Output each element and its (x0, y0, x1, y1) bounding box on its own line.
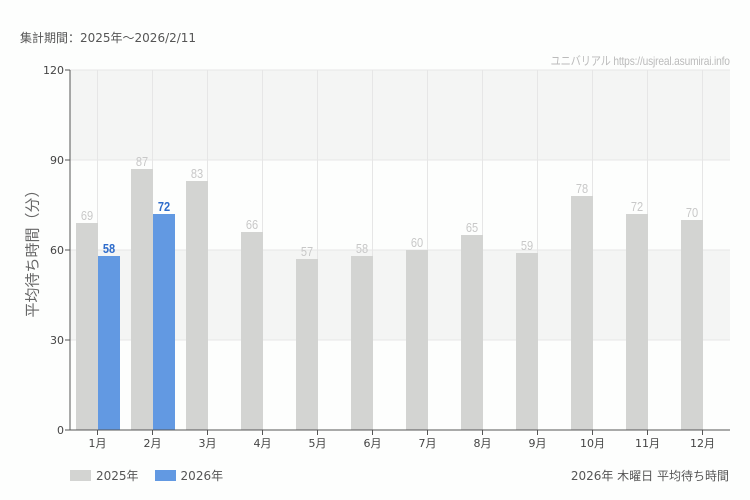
bar-value-label-2025: 69 (81, 208, 94, 223)
legend: 2025年 2026年 (70, 467, 239, 484)
chart-title: 2026年 木曜日 平均待ち時間 (570, 469, 729, 483)
site-credit: ユニバリアル https://usjreal.asumirai.info (550, 54, 730, 68)
bar-2026 (98, 256, 120, 430)
plot-background-bands (70, 70, 730, 340)
bar-value-label-2025: 87 (136, 154, 149, 169)
bar-2025 (296, 259, 318, 430)
x-tick-label: 8月 (474, 437, 492, 450)
x-tick-label: 2月 (144, 437, 162, 450)
bar-value-label-2026: 58 (103, 241, 116, 256)
bar-value-label-2026: 72 (158, 199, 171, 214)
y-tick-label: 30 (50, 334, 64, 347)
legend-item-2025[interactable]: 2025年 (70, 467, 139, 484)
bar-2025 (76, 223, 98, 430)
bar-2025 (186, 181, 208, 430)
bar-2025 (461, 235, 483, 430)
x-tick-label: 3月 (199, 437, 217, 450)
x-tick-label: 4月 (254, 437, 272, 450)
x-tick-label: 7月 (419, 437, 437, 450)
legend-swatch-2025 (70, 470, 91, 481)
bar-value-label-2025: 65 (466, 220, 479, 235)
bar-2025 (571, 196, 593, 430)
aggregation-period: 集計期間：2025年～2026/2/11 (20, 31, 197, 45)
y-tick-label: 120 (43, 64, 64, 77)
bar-2025 (626, 214, 648, 430)
x-tick-label: 6月 (364, 437, 382, 450)
x-tick-label: 1月 (89, 437, 107, 450)
y-tick-label: 90 (50, 154, 64, 167)
plot-band (70, 250, 730, 340)
legend-label-2026: 2026年 (180, 469, 224, 483)
x-tick-label: 9月 (529, 437, 547, 450)
bar-2025 (681, 220, 703, 430)
bar-value-label-2025: 60 (411, 235, 424, 250)
y-tick-label: 0 (57, 424, 64, 437)
x-tick-label: 5月 (309, 437, 327, 450)
legend-swatch-2026 (154, 470, 176, 481)
y-tick-label: 60 (50, 244, 64, 257)
bar-value-label-2025: 58 (356, 241, 369, 256)
x-tick-label: 11月 (635, 437, 660, 450)
bar-2025 (131, 169, 153, 430)
bar-value-label-2025: 66 (246, 217, 259, 232)
x-tick-label: 12月 (690, 437, 715, 450)
bars: 69 58 87 72 83 66 57 58 60 65 59 78 72 70 (76, 154, 703, 430)
bar-value-label-2025: 78 (576, 181, 589, 196)
x-tick-label: 10月 (580, 437, 605, 450)
bar-value-label-2025: 83 (191, 166, 204, 181)
bar-value-label-2025: 72 (631, 199, 644, 214)
bar-2025 (406, 250, 428, 430)
bar-2025 (516, 253, 538, 430)
axes: 0 30 60 90 120 1月 2月 3月 4月 5月 6月 7月 8月 9月 10月 11月 12月 (43, 64, 730, 450)
bar-2025 (241, 232, 263, 430)
bar-2026 (153, 214, 175, 430)
legend-item-2026[interactable]: 2026年 (154, 467, 224, 484)
bar-2025 (351, 256, 373, 430)
legend-label-2025: 2025年 (96, 469, 139, 483)
bar-value-label-2025: 59 (521, 238, 534, 253)
plot-band (70, 70, 730, 160)
bar-value-label-2025: 57 (301, 244, 314, 259)
bar-value-label-2025: 70 (686, 205, 699, 220)
